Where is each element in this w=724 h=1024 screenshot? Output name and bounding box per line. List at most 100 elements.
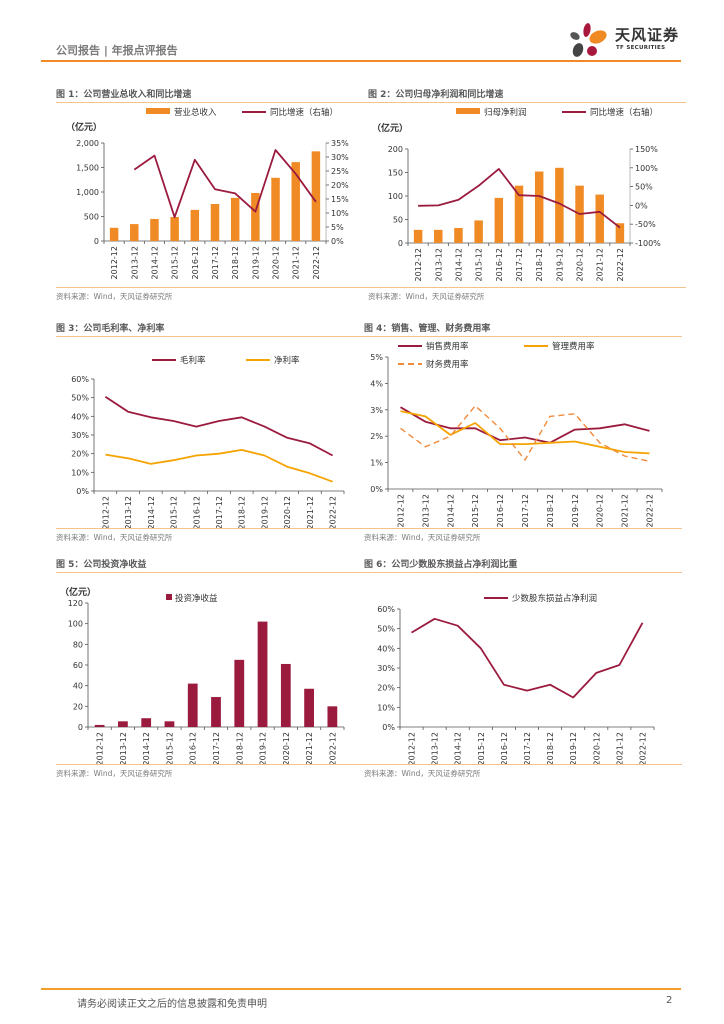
figure-1-revenue: 图 1：公司营业总收入和同比增速 （亿元） 0 500 1,000 1,500 2,000… <box>56 88 374 302</box>
x-tick-label: 2017-12 <box>212 732 221 764</box>
source-note: 资料来源：Wind，天风证券研究所 <box>368 292 485 301</box>
y-tick-label: 1,500 <box>76 164 99 173</box>
figure-3-margins: 图 3：公司毛利率、净利率 0% 10% 20% 30% 40% 50% 60% 2012-1… <box>56 322 374 543</box>
report-header-title: 公司报告 | 年报点评报告 <box>56 44 178 57</box>
x-tick-label: 2022-12 <box>329 496 338 528</box>
series-line <box>400 410 650 455</box>
y-tick-label: 20 <box>73 702 83 711</box>
y2-tick-label: -100% <box>635 239 661 248</box>
figure-title: 图 1：公司营业总收入和同比增速 <box>56 90 192 100</box>
x-tick-label: 2014-12 <box>150 246 159 279</box>
y2-tick-label: 0% <box>635 201 648 210</box>
y2-tick-label: 5% <box>331 223 344 232</box>
x-tick-label: 2012-12 <box>96 732 105 764</box>
y-tick-label: 40% <box>377 644 395 653</box>
figure-title: 图 3：公司毛利率、净利率 <box>56 324 165 334</box>
source-rule <box>56 287 374 288</box>
x-tick-label: 2021-12 <box>621 494 630 527</box>
company-logo: 天风证券 TF SECURITIES <box>565 22 685 60</box>
bar <box>141 718 152 727</box>
footer-divider <box>41 988 681 990</box>
x-tick-label: 2021-12 <box>615 732 624 764</box>
bar <box>615 223 625 243</box>
source-note: 资料来源：Wind，天风证券研究所 <box>56 769 173 778</box>
x-tick-label: 2019-12 <box>260 496 269 528</box>
x-tick-label: 2017-12 <box>521 494 530 527</box>
x-tick-label: 2020-12 <box>282 732 291 764</box>
x-tick-label: 2016-12 <box>500 732 509 764</box>
bar <box>251 192 260 241</box>
y-tick-label: 2,000 <box>76 139 99 148</box>
y-tick-label: 10% <box>71 468 89 477</box>
bar <box>413 229 423 243</box>
x-tick-label: 2018-12 <box>238 496 247 528</box>
x-tick-label: 2018-12 <box>546 732 555 764</box>
legend-label: 少数股东损益占净利润 <box>512 593 597 604</box>
figure-title: 图 2：公司归母净利润和同比增速 <box>368 90 504 100</box>
figure-5-investment-income: 图 5：公司投资净收益 （亿元） 0 20 40 60 80 100 120 2012-12 20… <box>56 558 374 779</box>
x-tick-label: 2014-12 <box>142 732 151 764</box>
x-tick-label: 2020-12 <box>596 494 605 527</box>
header-divider <box>41 60 681 62</box>
y2-tick-label: 50% <box>635 183 653 192</box>
y-tick-label: 100 <box>68 620 83 629</box>
y-tick-label: 0 <box>94 237 99 246</box>
series-line <box>411 617 644 699</box>
x-tick-label: 2020-12 <box>576 248 585 281</box>
bar <box>187 683 198 727</box>
x-tick-label: 2016-12 <box>496 494 505 527</box>
x-tick-label: 2019-12 <box>555 248 564 281</box>
bar <box>595 194 604 243</box>
bar <box>454 227 463 243</box>
x-tick-label: 2018-12 <box>231 246 240 279</box>
investment-income-chart: （亿元） 0 20 40 60 80 100 120 2012-12 2013-12 2014-12… <box>60 586 345 764</box>
y-tick-label: 5% <box>370 353 383 362</box>
legend-label: 销售费用率 <box>426 341 469 352</box>
x-tick-label: 2022-12 <box>328 732 337 764</box>
source-note: 资料来源：Wind，天风证券研究所 <box>364 533 481 542</box>
bar <box>291 162 300 241</box>
y-tick-label: 1% <box>370 459 383 468</box>
series-line <box>418 168 621 229</box>
figure-title-rule <box>364 572 682 573</box>
y2-tick-label: 20% <box>331 181 349 190</box>
figure-4-expense-ratios: 图 4：销售、管理、财务费用率 0% 1% 2% 3% 4% 5% 2012-12 2013-… <box>364 322 682 543</box>
bar <box>118 721 128 727</box>
tf-flower-icon <box>570 23 607 57</box>
bar <box>234 659 245 727</box>
y2-tick-label: 0% <box>331 237 344 246</box>
y-tick-label: 60% <box>71 375 89 384</box>
bar <box>230 197 240 241</box>
x-tick-label: 2017-12 <box>523 732 532 764</box>
legend-label: 财务费用率 <box>426 359 469 370</box>
bar <box>257 621 268 727</box>
x-tick-label: 2018-12 <box>535 248 544 281</box>
x-tick-label: 2022-12 <box>312 246 321 279</box>
figure-title-rule <box>364 336 682 337</box>
x-tick-label: 2021-12 <box>305 732 314 764</box>
figure-title-rule <box>368 102 686 103</box>
x-tick-label: 2014-12 <box>454 248 463 281</box>
bar <box>190 209 200 241</box>
bar <box>304 688 314 727</box>
x-tick-label: 2016-12 <box>192 496 201 528</box>
footer-disclaimer: 请务必阅读正文之后的信息披露和免责申明 <box>77 999 267 1010</box>
x-tick-label: 2015-12 <box>165 732 174 764</box>
y-axis-unit-label: （亿元） <box>372 122 408 134</box>
y2-tick-label: 100% <box>635 164 658 173</box>
x-tick-label: 2021-12 <box>306 496 315 528</box>
y-tick-label: 50% <box>377 625 395 634</box>
x-tick-label: 2014-12 <box>446 494 455 527</box>
y-tick-label: 60% <box>377 605 395 614</box>
bar <box>534 171 544 243</box>
legend-label: 投资净收益 <box>175 593 218 604</box>
y2-tick-label: 25% <box>331 167 349 176</box>
bar <box>494 197 504 243</box>
series-line <box>400 406 650 444</box>
x-tick-label: 2016-12 <box>191 246 200 279</box>
x-tick-label: 2017-12 <box>215 496 224 528</box>
y-tick-label: 20% <box>377 684 395 693</box>
figure-title: 图 4：销售、管理、财务费用率 <box>364 324 491 334</box>
y-tick-label: 120 <box>68 599 83 608</box>
minority-share-chart: 0% 10% 20% 30% 40% 50% 60% 2012-12 2013-12 2014-1… <box>377 593 655 764</box>
